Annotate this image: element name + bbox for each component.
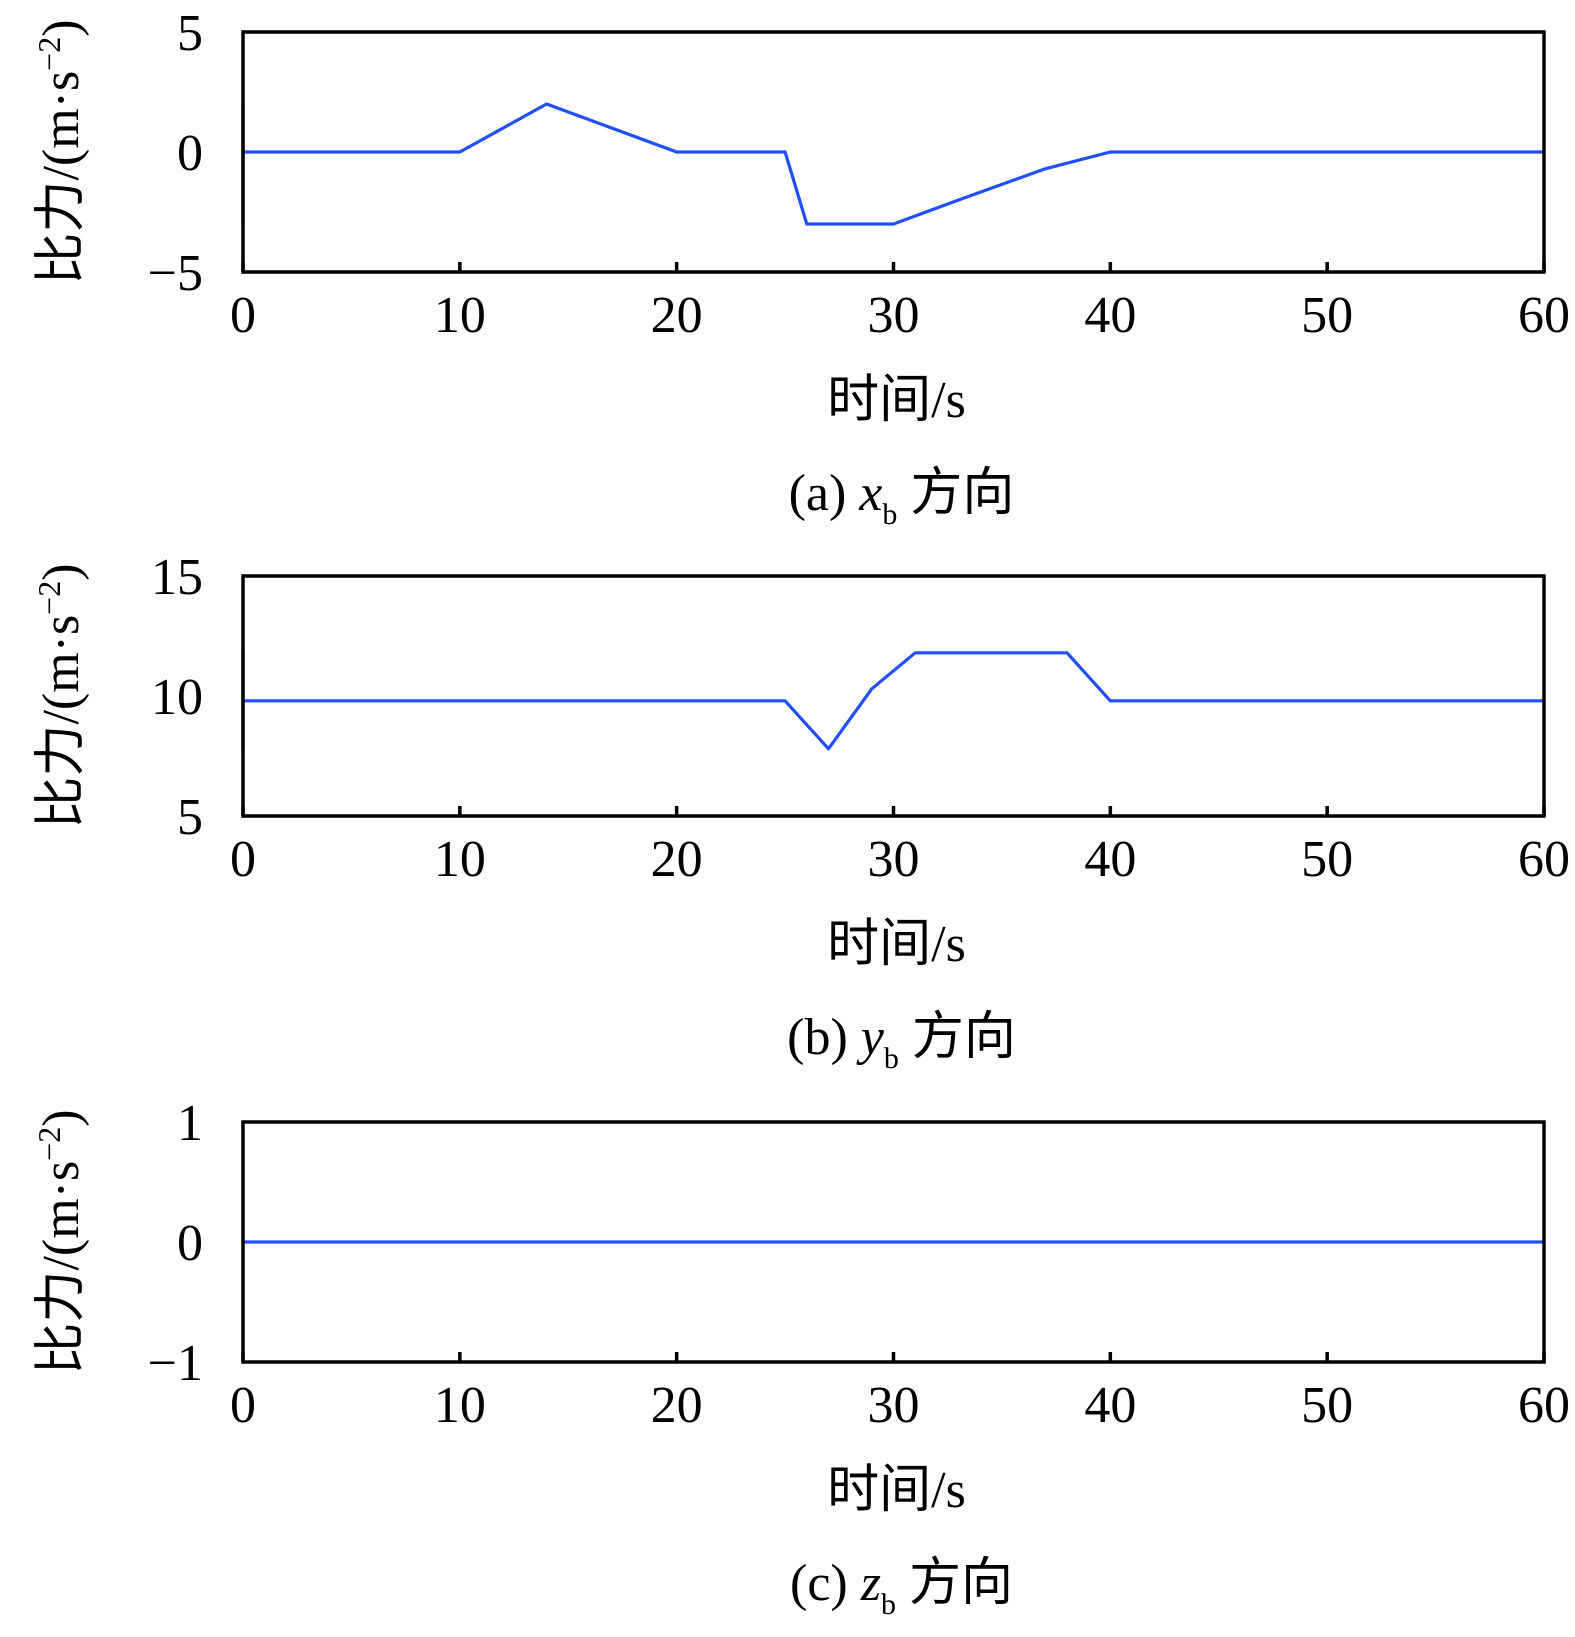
y-axis-title: 比力/(m·s−2) xyxy=(31,19,90,284)
y-tick-label: 1 xyxy=(177,1095,203,1152)
x-tick-label: 0 xyxy=(230,831,256,888)
x-tick-label: 40 xyxy=(1084,1377,1136,1434)
y-axis-title: 比力/(m·s−2) xyxy=(31,1109,90,1374)
x-tick-label: 50 xyxy=(1301,831,1353,888)
x-tick-label: 30 xyxy=(868,831,920,888)
x-axis-title: 时间/s xyxy=(827,916,966,973)
x-tick-label: 0 xyxy=(230,1377,256,1434)
y-tick-label: 15 xyxy=(151,549,203,606)
x-tick-label: 60 xyxy=(1518,831,1570,888)
x-axis-title: 时间/s xyxy=(827,372,966,429)
x-tick-label: 30 xyxy=(868,287,920,344)
chart-panel-2: 0 10 20 30 40 50 60 5 10 15 时间/s 比力/(m·s−2) (b) yb 方… xyxy=(31,549,1570,1075)
x-tick-label: 60 xyxy=(1518,287,1570,344)
x-tick-label: 40 xyxy=(1084,831,1136,888)
y-tick-label: 0 xyxy=(177,1215,203,1272)
x-tick-label: 10 xyxy=(434,831,486,888)
chart-panel-1: 0 10 20 30 40 50 60 −5 0 5 时间/s 比力/(m·s−2) (a) xb 方向 xyxy=(31,5,1570,531)
chart-panel-3: 0 10 20 30 40 50 60 −1 0 1 时间/s 比力/(m·s−2) (c) zb 方向 xyxy=(31,1095,1570,1621)
x-tick-label: 20 xyxy=(651,1377,703,1434)
y-axis-title: 比力/(m·s−2) xyxy=(31,563,90,828)
x-tick-label: 30 xyxy=(868,1377,920,1434)
y-tick-label: −1 xyxy=(148,1335,203,1392)
plot-frame xyxy=(241,574,1546,818)
x-tick-label: 10 xyxy=(434,1377,486,1434)
y-tick-label: 10 xyxy=(151,669,203,726)
x-tick-label: 10 xyxy=(434,287,486,344)
panel-caption: (b) yb 方向 xyxy=(787,1009,1016,1075)
y-tick-label: 5 xyxy=(177,789,203,846)
y-tick-label: 5 xyxy=(177,5,203,62)
series-line xyxy=(241,102,1544,226)
x-axis-title: 时间/s xyxy=(827,1462,966,1519)
series-line xyxy=(241,651,1544,751)
x-tick-label: 20 xyxy=(651,831,703,888)
x-tick-label: 0 xyxy=(230,287,256,344)
x-tick-label: 50 xyxy=(1301,1377,1353,1434)
plot-frame xyxy=(241,1120,1546,1364)
y-tick-label: −5 xyxy=(148,245,203,302)
panel-caption: (a) xb 方向 xyxy=(789,465,1015,531)
panel-caption: (c) zb 方向 xyxy=(790,1555,1013,1621)
x-tick-label: 60 xyxy=(1518,1377,1570,1434)
x-tick-label: 40 xyxy=(1084,287,1136,344)
plot-frame xyxy=(241,30,1546,274)
x-tick-label: 20 xyxy=(651,287,703,344)
x-tick-label: 50 xyxy=(1301,287,1353,344)
y-tick-label: 0 xyxy=(177,125,203,182)
